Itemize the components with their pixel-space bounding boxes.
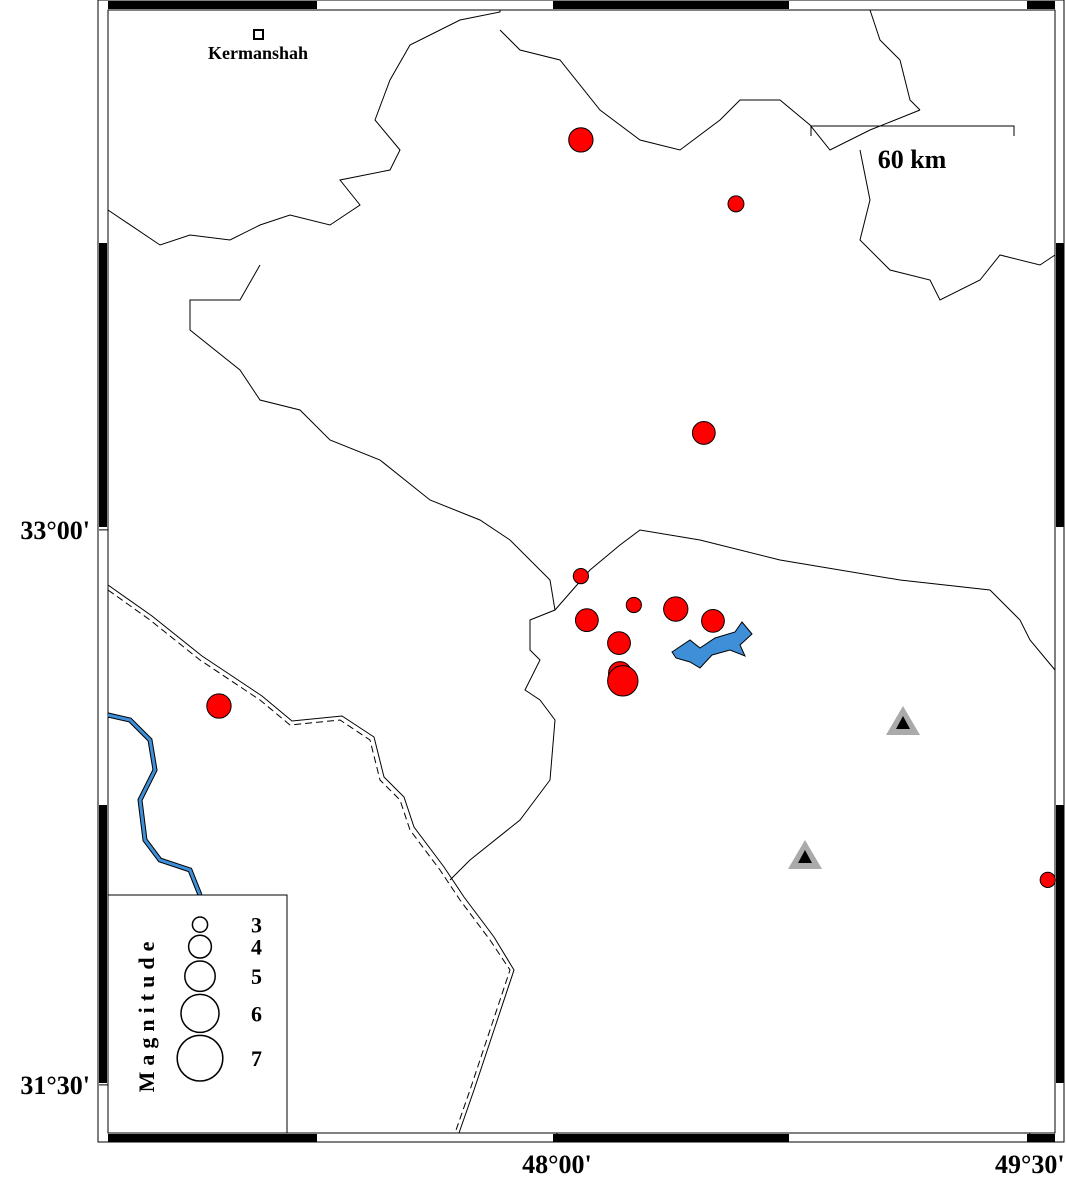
border bbox=[499, 29, 921, 151]
border bbox=[107, 589, 511, 1134]
border bbox=[107, 584, 515, 1134]
scale-bar bbox=[810, 125, 1015, 136]
legend-circle bbox=[191, 916, 209, 933]
frame-band bbox=[1027, 1, 1055, 9]
city-label: Kermanshah bbox=[208, 43, 308, 63]
borders bbox=[107, 9, 1056, 1134]
scale-label: 60 km bbox=[878, 145, 947, 174]
frame-band bbox=[108, 1, 317, 9]
legend-circle bbox=[187, 934, 213, 959]
earthquake bbox=[568, 127, 594, 153]
frame-band bbox=[1027, 1134, 1055, 1142]
frame-band bbox=[1056, 243, 1064, 527]
legend-circle bbox=[184, 960, 216, 993]
legend-label: 5 bbox=[251, 964, 262, 989]
border bbox=[189, 264, 556, 881]
legend-box bbox=[107, 894, 288, 1134]
earthquake bbox=[572, 568, 589, 585]
frame-band bbox=[108, 1134, 317, 1142]
border bbox=[869, 9, 921, 111]
legend-circle bbox=[176, 1034, 224, 1082]
frame-band bbox=[553, 1134, 789, 1142]
legend-title: Magnitude bbox=[134, 936, 159, 1093]
earthquake bbox=[206, 693, 232, 719]
station bbox=[798, 850, 812, 863]
earthquake bbox=[701, 608, 725, 633]
legend-label: 4 bbox=[251, 935, 262, 960]
lon-tick-label: 49°30' bbox=[995, 1150, 1065, 1179]
earthquake bbox=[1039, 871, 1056, 889]
border bbox=[859, 149, 1056, 301]
frame-band bbox=[99, 243, 107, 527]
lat-tick-label: 31°30' bbox=[20, 1071, 90, 1100]
border bbox=[107, 10, 501, 246]
earthquake bbox=[625, 596, 642, 614]
frame-band bbox=[99, 805, 107, 1083]
legend-circle bbox=[180, 993, 220, 1034]
river bbox=[107, 713, 202, 896]
frame-bands bbox=[99, 1, 1064, 1142]
frame-band bbox=[1056, 805, 1064, 1083]
lat-tick-label: 33°00' bbox=[20, 516, 90, 545]
legend-label: 3 bbox=[251, 913, 262, 938]
earthquake bbox=[727, 195, 745, 213]
city-marker bbox=[253, 29, 264, 40]
border bbox=[554, 529, 1056, 671]
earthquake bbox=[574, 608, 599, 633]
lon-tick-label: 48°00' bbox=[522, 1150, 592, 1179]
legend-label: 6 bbox=[251, 1001, 262, 1026]
events bbox=[206, 127, 1056, 889]
earthquake bbox=[607, 665, 639, 697]
legend-label: 7 bbox=[251, 1046, 262, 1071]
station bbox=[896, 716, 910, 729]
ticks: 48°00' 49°30' 33°00' 31°30' bbox=[20, 516, 1064, 1179]
legend: 34 5 6 7 bbox=[176, 913, 262, 1082]
earthquake bbox=[691, 421, 716, 445]
earthquake bbox=[663, 596, 689, 622]
frame-band bbox=[553, 1, 789, 9]
lake bbox=[671, 621, 753, 669]
earthquake bbox=[607, 631, 631, 655]
